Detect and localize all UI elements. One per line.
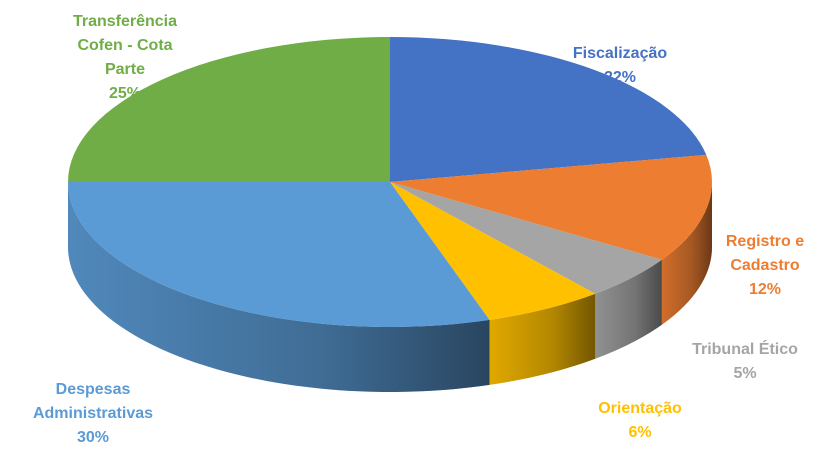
value-label: 6%: [628, 424, 652, 441]
category-label: Transferência Cofen - Cota Parte: [72, 13, 178, 78]
data-label: Transferência Cofen - Cota Parte 25%: [58, 10, 193, 106]
category-label: Registro e Cadastro: [725, 233, 805, 274]
slice-side-shade: [489, 293, 596, 385]
slice-side-shade: [68, 182, 490, 392]
data-label: Orientação 6%: [580, 397, 700, 445]
category-label: Orientação: [598, 400, 682, 417]
category-label: Fiscalização: [572, 45, 668, 62]
slice: [390, 182, 596, 320]
value-label: 12%: [748, 281, 782, 298]
slice: [390, 37, 707, 182]
slice: [390, 154, 712, 260]
slice: [390, 182, 662, 294]
value-label: 22%: [603, 69, 637, 86]
category-label: Tribunal Ético: [692, 341, 798, 358]
value-label: 5%: [733, 365, 757, 382]
slice-side-shade: [661, 182, 712, 325]
data-label: Tribunal Ético 5%: [660, 338, 816, 386]
slice: [68, 182, 490, 327]
data-label: Despesas Administrativas 30%: [18, 378, 168, 450]
value-label: 30%: [76, 429, 110, 446]
category-label: Despesas Administrativas: [32, 381, 154, 422]
value-label: 25%: [108, 85, 142, 102]
data-label: Registro e Cadastro 12%: [710, 230, 816, 302]
slice-side-shade: [595, 259, 662, 359]
data-label: Fiscalização 22%: [550, 42, 690, 90]
slice: [68, 37, 390, 182]
